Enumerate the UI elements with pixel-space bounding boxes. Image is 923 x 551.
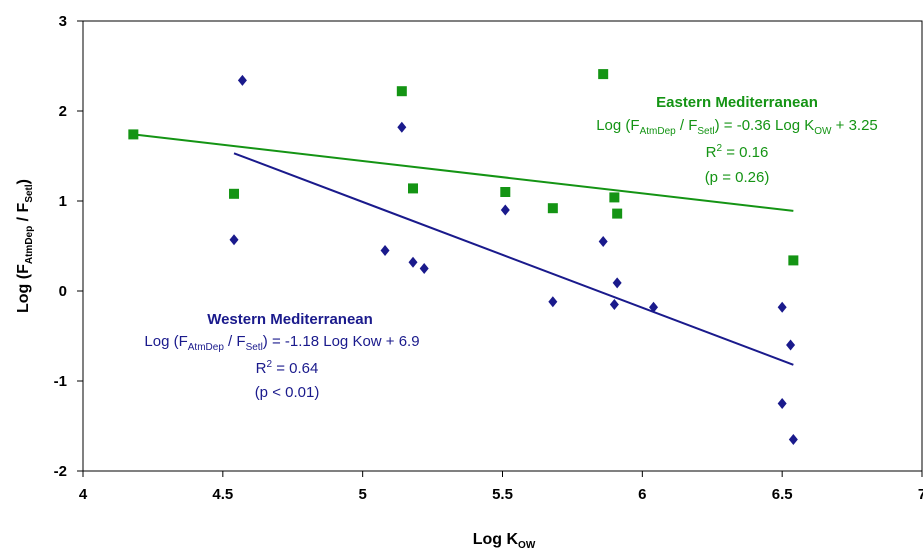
western-data-point xyxy=(649,301,659,313)
x-tick-label: 7 xyxy=(918,486,923,503)
trendlines xyxy=(133,133,794,366)
western-data-point xyxy=(380,245,390,256)
eastern-data-point xyxy=(788,255,799,266)
western-trendline xyxy=(233,152,794,366)
x-tick-label: 5 xyxy=(358,486,366,503)
y-tick-label: 0 xyxy=(59,283,67,300)
y-tick-label: -1 xyxy=(54,373,67,390)
eastern-data-point xyxy=(408,183,419,194)
western-data-point xyxy=(237,74,247,86)
western-data-point xyxy=(408,256,418,268)
western-data-point xyxy=(788,434,798,445)
data-points xyxy=(128,69,799,445)
eastern-annotation-title: Eastern Mediterranean xyxy=(656,94,818,111)
western-data-point xyxy=(500,204,510,216)
eastern-data-point xyxy=(547,203,558,214)
western-data-point xyxy=(609,299,619,310)
western-annotation-p: (p < 0.01) xyxy=(255,384,320,401)
x-tick-label: 4 xyxy=(79,486,88,503)
axis-ticks: 4 4.5 5 5.5 6 6.5 7 -2 -1 0 1 2 3 xyxy=(54,13,923,503)
western-data-point xyxy=(777,398,787,409)
western-annotation-r2: R2 = 0.64 xyxy=(256,359,319,377)
plot-frame xyxy=(82,20,923,472)
x-tick-label: 5.5 xyxy=(492,486,513,503)
eastern-data-point xyxy=(598,69,609,80)
eastern-data-point xyxy=(396,86,407,97)
eastern-trendline xyxy=(133,133,794,212)
western-data-point xyxy=(419,263,429,274)
eastern-data-point xyxy=(229,188,240,199)
y-tick-label: 3 xyxy=(59,13,67,30)
x-tick-label: 6.5 xyxy=(772,486,793,503)
y-tick-label: 1 xyxy=(59,193,67,210)
x-tick-label: 6 xyxy=(638,486,646,503)
eastern-data-point xyxy=(500,187,511,197)
western-data-point xyxy=(598,236,608,247)
western-data-point xyxy=(612,277,622,289)
eastern-data-point xyxy=(128,129,139,140)
x-tick-label: 4.5 xyxy=(212,486,233,503)
eastern-annotation-r2: R2 = 0.16 xyxy=(706,143,769,161)
western-data-point xyxy=(786,339,796,351)
x-axis-title: Log KOW xyxy=(473,531,536,551)
eastern-data-point xyxy=(612,208,623,219)
eastern-annotation: Eastern Mediterranean Log (FAtmDep / FSe… xyxy=(596,94,878,186)
western-data-point xyxy=(548,296,558,308)
western-annotation-equation: Log (FAtmDep / FSetl) = -1.18 Log Kow + … xyxy=(144,333,419,353)
western-data-point xyxy=(777,301,787,313)
y-tick-label: -2 xyxy=(54,463,67,480)
western-annotation-title: Western Mediterranean xyxy=(207,311,373,328)
eastern-annotation-p: (p = 0.26) xyxy=(705,169,770,186)
eastern-annotation-equation: Log (FAtmDep / FSetl) = -0.36 Log KOW + … xyxy=(596,117,878,137)
western-data-point xyxy=(229,234,239,246)
western-data-point xyxy=(397,121,407,133)
y-tick-label: 2 xyxy=(59,103,67,120)
western-annotation: Western Mediterranean Log (FAtmDep / FSe… xyxy=(144,311,419,401)
eastern-data-point xyxy=(609,192,620,203)
y-axis-title: Log (FAtmDep / FSetl) xyxy=(15,179,35,313)
